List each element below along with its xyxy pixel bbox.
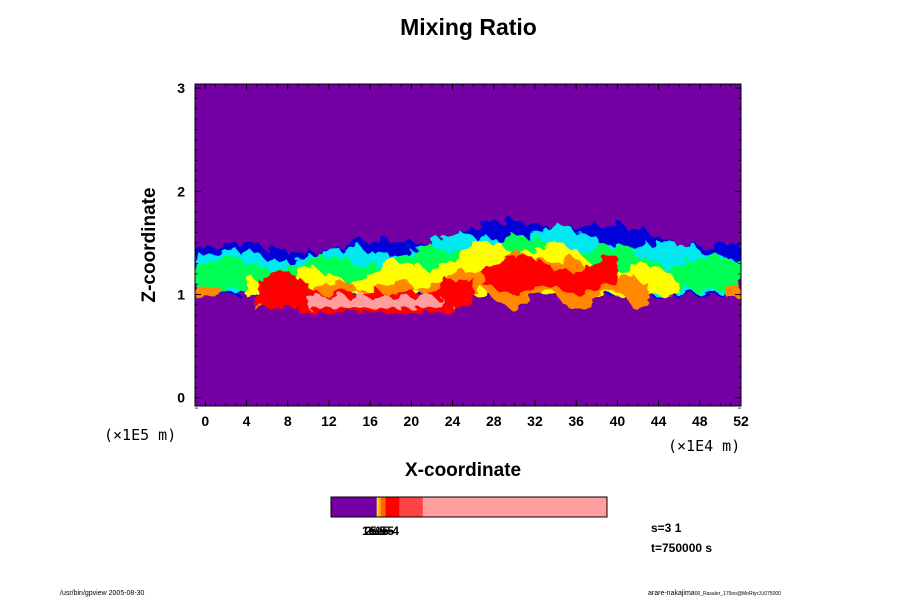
x-tick-label: 12 <box>321 413 337 429</box>
red-plume-mid <box>442 276 474 307</box>
s-value-text: s=3 1 <box>651 521 682 535</box>
y-tick-label: 2 <box>177 183 185 199</box>
colorbar-label: 1e-4 <box>375 524 399 538</box>
footer-left: /usr/bin/gpview 2005-08-30 <box>60 590 145 597</box>
colorbar-swatch <box>399 497 423 517</box>
y-scale-label: (×1E5 m) <box>104 426 177 444</box>
red-plume-left <box>256 269 309 309</box>
colorbar-swatch <box>331 497 377 517</box>
x-tick-label: 32 <box>527 413 543 429</box>
pink-core <box>308 292 443 309</box>
footer-right-sub: 00_Rasaler_175no@MoRtyc3,i075000 <box>694 591 781 597</box>
chart-title: Mixing Ratio <box>400 14 537 40</box>
colorbar-swatch <box>385 497 400 517</box>
x-tick-label: 4 <box>243 413 251 429</box>
y-axis-label: Z-coordinate <box>139 187 160 303</box>
edge-right-blob <box>725 285 741 298</box>
y-tick-label: 1 <box>177 287 185 303</box>
colorbar-swatch <box>376 497 379 517</box>
x-axis-label: X-coordinate <box>405 460 522 481</box>
colorbar-label: 1e-5 <box>362 524 386 538</box>
edge-left-blob <box>195 285 221 298</box>
colorbar: 1e-52e-55e-51e-4 <box>330 496 608 538</box>
colorbar-label: 2e-5 <box>365 524 389 538</box>
red-streaks-right <box>483 253 618 297</box>
y-tick-label: 3 <box>177 80 185 96</box>
x-tick-label: 28 <box>486 413 502 429</box>
x-tick-label: 36 <box>568 413 584 429</box>
x-tick-label: 40 <box>610 413 626 429</box>
footer-right-main: arare-nakajima <box>648 590 695 597</box>
t-value-text: t=750000 s <box>651 541 713 555</box>
mixing-ratio-field <box>195 84 741 406</box>
x-tick-label: 20 <box>404 413 420 429</box>
x-tick-label: 44 <box>651 413 667 429</box>
turbulent-layer <box>195 216 741 314</box>
x-tick-label: 52 <box>733 413 749 429</box>
x-tick-label: 8 <box>284 413 292 429</box>
x-tick-label: 0 <box>201 413 209 429</box>
colorbar-swatch <box>422 497 607 517</box>
colorbar-swatch <box>380 497 386 517</box>
plot-frame <box>194 83 742 407</box>
colorbar-label: 5e-5 <box>370 524 394 538</box>
x-tick-label: 24 <box>445 413 461 429</box>
colorbar-frame <box>330 496 608 518</box>
x-tick-label: 48 <box>692 413 708 429</box>
footer-right: arare-nakajima00_Rasaler_175no@MoRtyc3,i… <box>648 590 781 597</box>
colorbar-swatch <box>378 497 381 517</box>
x-scale-label: (×1E4 m) <box>668 437 741 455</box>
y-tick-label: 0 <box>177 390 185 406</box>
x-tick-label: 16 <box>362 413 378 429</box>
